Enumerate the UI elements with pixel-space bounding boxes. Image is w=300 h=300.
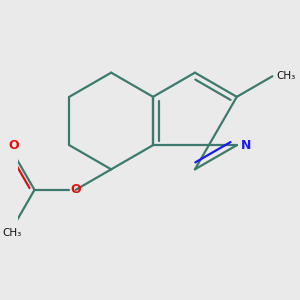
Text: CH₃: CH₃: [276, 71, 296, 81]
Text: N: N: [241, 139, 251, 152]
Text: O: O: [9, 139, 19, 152]
Text: O: O: [70, 183, 81, 196]
Text: CH₃: CH₃: [2, 228, 21, 238]
